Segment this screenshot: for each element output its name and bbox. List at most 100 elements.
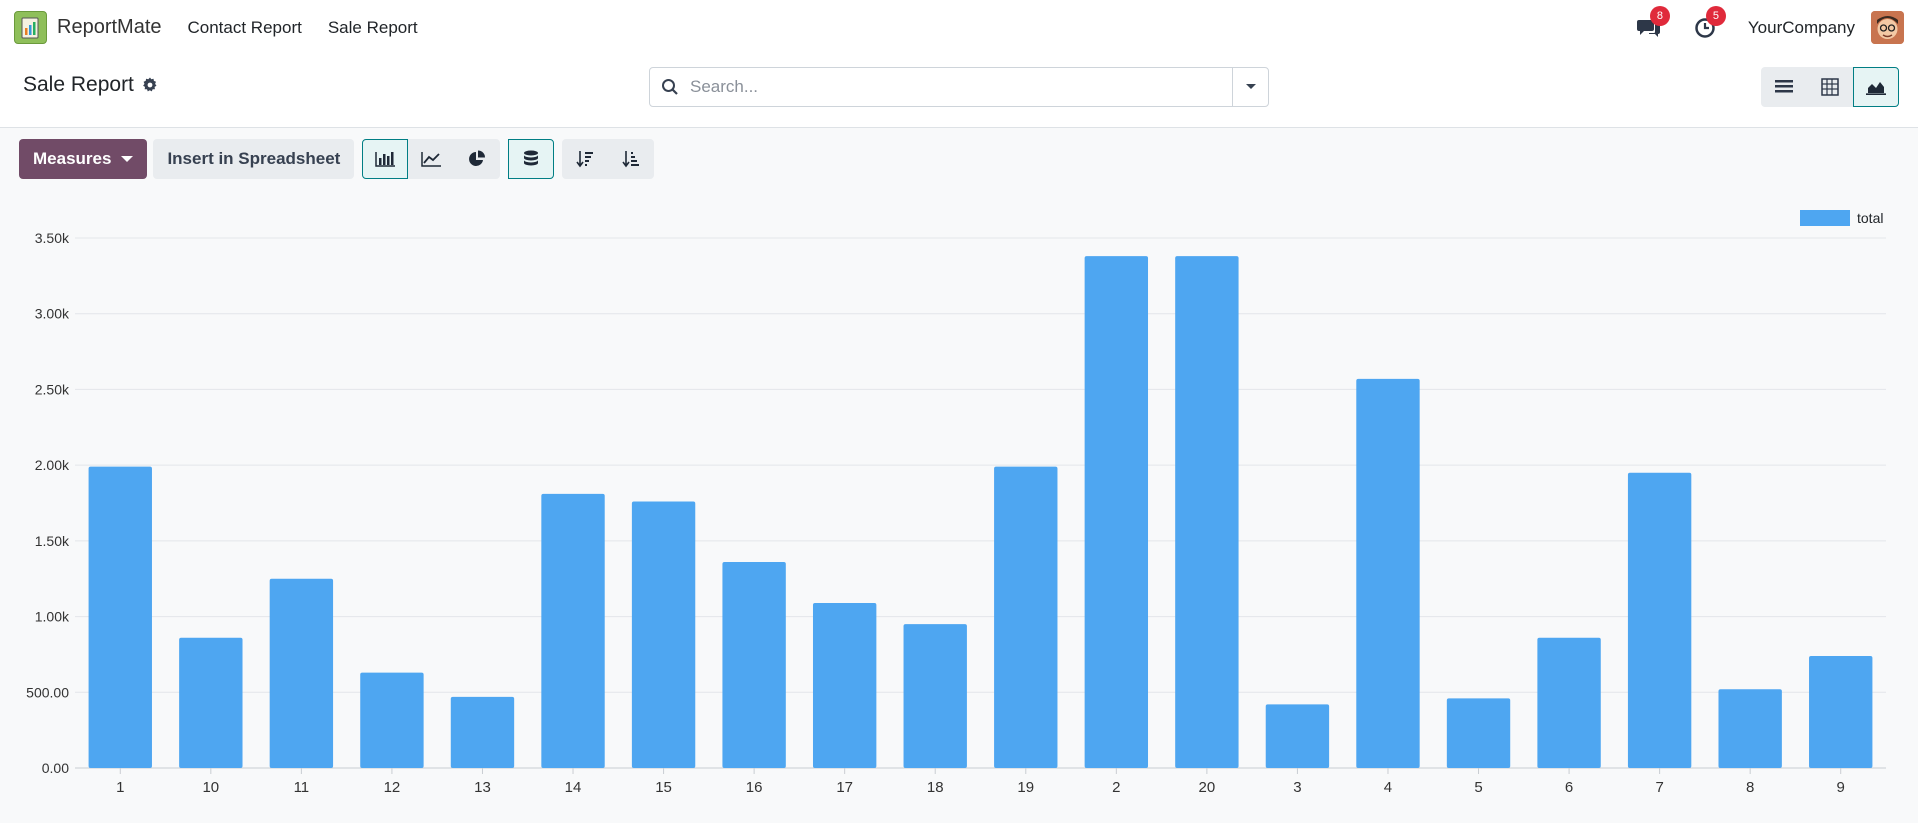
- view-switcher: [1761, 67, 1899, 107]
- area-chart-icon: [1866, 82, 1886, 95]
- bar-14[interactable]: [541, 493, 605, 768]
- y-tick-label: 3.50k: [35, 230, 70, 246]
- chat-bubbles-icon: [1636, 19, 1660, 37]
- x-tick-label: 8: [1746, 779, 1754, 796]
- y-tick-label: 1.00k: [35, 609, 70, 625]
- measures-label: Measures: [33, 149, 112, 168]
- y-tick-label: 3.00k: [35, 306, 70, 322]
- line-chart-button[interactable]: [408, 139, 455, 179]
- list-view-button[interactable]: [1761, 67, 1807, 107]
- search-bar: [649, 67, 1269, 107]
- bar-chart: 0.00 500.00 1.00k 1.50k 2.00k 2.50k 3.00k 3.50k…: [26, 230, 1886, 796]
- user-avatar[interactable]: [1871, 11, 1904, 44]
- app-logo-icon[interactable]: [14, 11, 47, 44]
- search-icon: [650, 78, 690, 96]
- x-tick-label: 7: [1655, 779, 1663, 796]
- bar-5[interactable]: [1446, 698, 1511, 768]
- x-tick-label: 15: [655, 779, 672, 796]
- activities-badge: 5: [1705, 5, 1726, 26]
- x-tick-label: 16: [746, 779, 763, 796]
- bar-chart-icon: [375, 152, 396, 167]
- bar-10[interactable]: [179, 637, 243, 768]
- y-tick-label: 2.00k: [35, 457, 70, 473]
- x-tick-label: 6: [1565, 779, 1573, 796]
- sort-descending-icon: [576, 151, 594, 168]
- bar-chart-button[interactable]: [362, 139, 409, 179]
- database-icon: [524, 150, 539, 166]
- bar-9[interactable]: [1809, 655, 1873, 768]
- pivot-view-button[interactable]: [1807, 67, 1853, 107]
- x-tick-label: 5: [1474, 779, 1482, 796]
- y-tick-label: 1.50k: [35, 533, 70, 549]
- top-navbar: ReportMate Contact Report Sale Report 8 …: [0, 0, 1918, 55]
- y-tick-label: 500.00: [26, 684, 69, 700]
- page-title: Sale Report: [23, 73, 134, 96]
- x-tick-label: 17: [836, 779, 853, 796]
- bar-19[interactable]: [994, 466, 1058, 768]
- y-tick-label: 2.50k: [35, 381, 70, 397]
- gear-icon[interactable]: [142, 77, 158, 93]
- x-tick-label: 9: [1837, 779, 1845, 796]
- x-tick-label: 12: [384, 779, 401, 796]
- sort-descending-button[interactable]: [562, 139, 609, 179]
- legend-label: total: [1857, 210, 1884, 226]
- x-tick-label: 3: [1293, 779, 1301, 796]
- x-tick-label: 2: [1112, 779, 1120, 796]
- bar-17[interactable]: [812, 602, 877, 768]
- insert-in-spreadsheet-button[interactable]: Insert in Spreadsheet: [153, 139, 355, 179]
- bar-6[interactable]: [1537, 637, 1601, 768]
- bar-16[interactable]: [722, 562, 786, 768]
- bar-1[interactable]: [88, 466, 152, 768]
- search-input[interactable]: [690, 69, 1232, 105]
- messages-badge: 8: [1649, 5, 1670, 26]
- x-tick-label: 19: [1017, 779, 1034, 796]
- bar-20[interactable]: [1175, 256, 1239, 768]
- x-tick-label: 10: [202, 779, 219, 796]
- sort-ascending-button[interactable]: [608, 139, 655, 179]
- stacked-button[interactable]: [508, 139, 555, 179]
- app-name[interactable]: ReportMate: [57, 16, 162, 38]
- activities-button[interactable]: 5: [1692, 5, 1726, 41]
- chart-legend[interactable]: total: [1800, 210, 1883, 226]
- company-switcher[interactable]: YourCompany: [1747, 17, 1855, 37]
- clock-icon: [1695, 17, 1715, 38]
- bar-4[interactable]: [1356, 378, 1420, 768]
- breadcrumb: Sale Report: [23, 73, 158, 97]
- sort-group: [562, 139, 655, 179]
- y-tick-label: 0.00: [42, 760, 69, 776]
- list-icon: [1775, 80, 1793, 93]
- bar-13[interactable]: [450, 696, 515, 768]
- x-tick-label: 13: [474, 779, 491, 796]
- bar-12[interactable]: [360, 672, 424, 768]
- chart-type-group: [362, 139, 501, 179]
- messages-button[interactable]: 8: [1636, 5, 1670, 41]
- bar-2[interactable]: [1084, 256, 1149, 768]
- x-tick-label: 20: [1199, 779, 1216, 796]
- graph-toolbar: Measures Insert in Spreadsheet: [19, 139, 655, 179]
- x-tick-label: 11: [294, 779, 310, 796]
- nav-link-contact-report[interactable]: Contact Report: [187, 17, 302, 37]
- table-icon: [1821, 78, 1839, 96]
- x-tick-label: 4: [1384, 779, 1392, 796]
- caret-down-icon: [121, 156, 134, 162]
- sort-ascending-icon: [622, 151, 640, 168]
- control-panel: Sale Report: [0, 55, 1918, 128]
- graph-view-button[interactable]: [1853, 67, 1899, 107]
- legend-swatch: [1800, 210, 1850, 226]
- bar-15[interactable]: [631, 501, 696, 768]
- bar-18[interactable]: [903, 624, 967, 768]
- bar-7[interactable]: [1627, 472, 1692, 768]
- caret-down-icon: [1245, 84, 1256, 89]
- bar-11[interactable]: [269, 578, 334, 768]
- nav-link-sale-report[interactable]: Sale Report: [327, 17, 418, 37]
- search-options-toggle[interactable]: [1232, 68, 1268, 106]
- x-tick-label: 1: [116, 779, 124, 796]
- bar-3[interactable]: [1265, 704, 1330, 768]
- stack-group: [508, 139, 555, 179]
- bar-8[interactable]: [1718, 689, 1782, 768]
- pie-chart-button[interactable]: [454, 139, 501, 179]
- x-tick-label: 14: [565, 779, 582, 796]
- pie-chart-icon: [469, 150, 486, 166]
- line-chart-icon: [421, 152, 442, 167]
- measures-dropdown[interactable]: Measures: [19, 139, 148, 179]
